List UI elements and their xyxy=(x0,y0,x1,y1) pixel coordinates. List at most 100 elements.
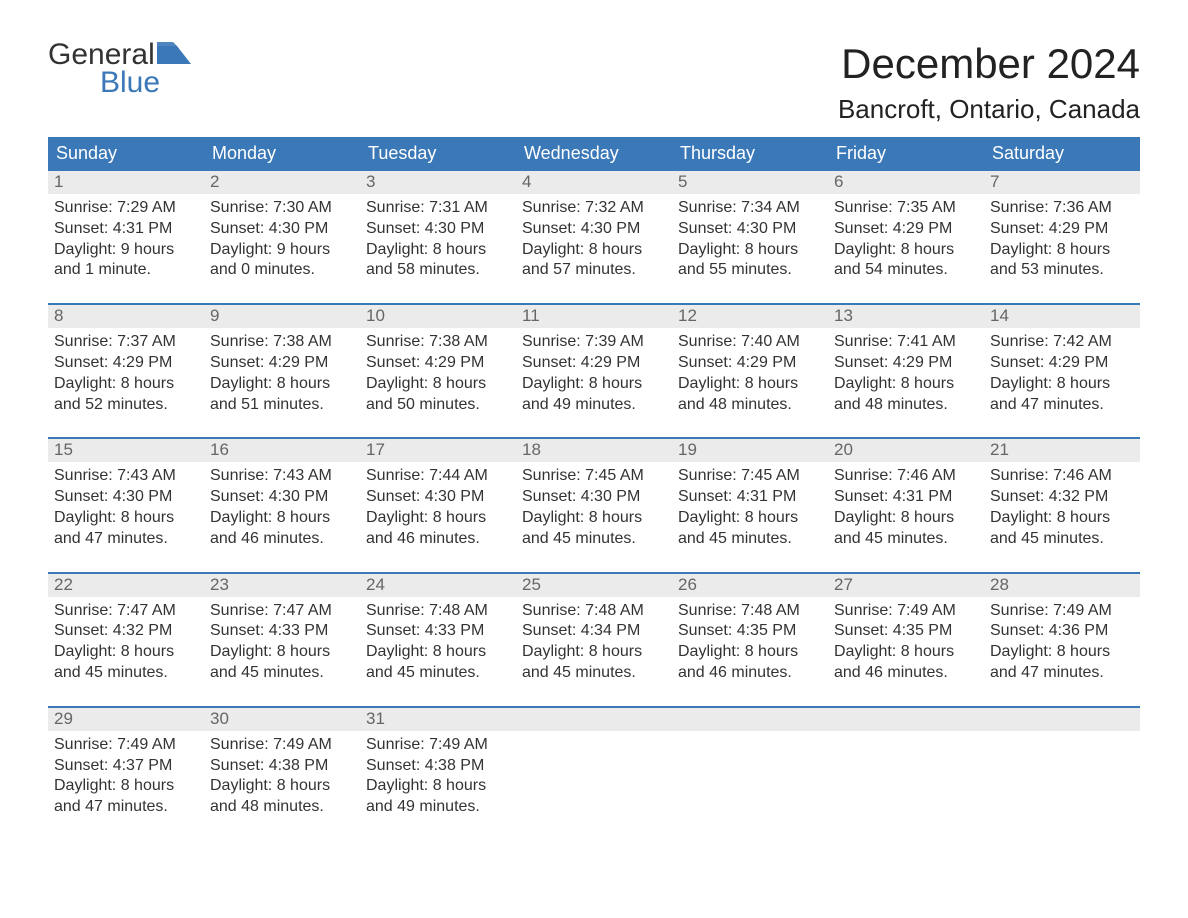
calendar-day: 31Sunrise: 7:49 AMSunset: 4:38 PMDayligh… xyxy=(360,708,516,818)
daylight-line: Daylight: 8 hours and 46 minutes. xyxy=(834,642,978,684)
sunset-line: Sunset: 4:30 PM xyxy=(678,219,822,240)
day-number: 15 xyxy=(48,439,204,462)
sunrise-line: Sunrise: 7:36 AM xyxy=(990,198,1134,219)
day-details: Sunrise: 7:49 AMSunset: 4:38 PMDaylight:… xyxy=(204,731,360,818)
calendar-day: 14Sunrise: 7:42 AMSunset: 4:29 PMDayligh… xyxy=(984,305,1140,415)
calendar-day: 24Sunrise: 7:48 AMSunset: 4:33 PMDayligh… xyxy=(360,574,516,684)
calendar-day: 9Sunrise: 7:38 AMSunset: 4:29 PMDaylight… xyxy=(204,305,360,415)
sunset-line: Sunset: 4:31 PM xyxy=(54,219,198,240)
daylight-line: Daylight: 8 hours and 45 minutes. xyxy=(522,642,666,684)
day-number: 20 xyxy=(828,439,984,462)
day-number: 7 xyxy=(984,171,1140,194)
sunrise-line: Sunrise: 7:47 AM xyxy=(210,601,354,622)
calendar-day: 16Sunrise: 7:43 AMSunset: 4:30 PMDayligh… xyxy=(204,439,360,549)
calendar-day: 28Sunrise: 7:49 AMSunset: 4:36 PMDayligh… xyxy=(984,574,1140,684)
calendar-day-empty xyxy=(516,708,672,818)
day-number: 26 xyxy=(672,574,828,597)
sunset-line: Sunset: 4:31 PM xyxy=(834,487,978,508)
calendar-header-row: SundayMondayTuesdayWednesdayThursdayFrid… xyxy=(48,137,1140,171)
sunrise-line: Sunrise: 7:41 AM xyxy=(834,332,978,353)
daylight-line: Daylight: 8 hours and 50 minutes. xyxy=(366,374,510,416)
sunset-line: Sunset: 4:29 PM xyxy=(54,353,198,374)
daylight-line: Daylight: 8 hours and 53 minutes. xyxy=(990,240,1134,282)
daylight-line: Daylight: 8 hours and 49 minutes. xyxy=(522,374,666,416)
calendar-week: 22Sunrise: 7:47 AMSunset: 4:32 PMDayligh… xyxy=(48,572,1140,684)
day-details: Sunrise: 7:43 AMSunset: 4:30 PMDaylight:… xyxy=(204,462,360,549)
day-number: 2 xyxy=(204,171,360,194)
calendar-header-cell: Friday xyxy=(828,137,984,171)
calendar-day: 4Sunrise: 7:32 AMSunset: 4:30 PMDaylight… xyxy=(516,171,672,281)
calendar-day: 5Sunrise: 7:34 AMSunset: 4:30 PMDaylight… xyxy=(672,171,828,281)
calendar-day-empty xyxy=(672,708,828,818)
day-number xyxy=(672,708,828,731)
day-number xyxy=(828,708,984,731)
sunrise-line: Sunrise: 7:49 AM xyxy=(834,601,978,622)
calendar-day: 22 Sunrise: 7:47 AMSunset: 4:32 PMDayligh… xyxy=(48,574,204,684)
sunrise-line: Sunrise: 7:43 AM xyxy=(210,466,354,487)
day-number: 22 xyxy=(48,574,204,597)
daylight-line: Daylight: 8 hours and 47 minutes. xyxy=(990,642,1134,684)
logo-word-2: Blue xyxy=(48,68,191,98)
sunrise-line: Sunrise: 7:40 AM xyxy=(678,332,822,353)
sunrise-line: Sunrise: 7:39 AM xyxy=(522,332,666,353)
sunset-line: Sunset: 4:32 PM xyxy=(54,621,198,642)
calendar-header-cell: Thursday xyxy=(672,137,828,171)
day-number: 23 xyxy=(204,574,360,597)
calendar-day: 6Sunrise: 7:35 AMSunset: 4:29 PMDaylight… xyxy=(828,171,984,281)
sunrise-line: Sunrise: 7:46 AM xyxy=(834,466,978,487)
sunrise-line: Sunrise: 7:46 AM xyxy=(990,466,1134,487)
daylight-line: Daylight: 8 hours and 45 minutes. xyxy=(990,508,1134,550)
day-details: Sunrise: 7:29 AMSunset: 4:31 PMDaylight:… xyxy=(48,194,204,281)
sunrise-line: Sunrise: 7:42 AM xyxy=(990,332,1134,353)
sunset-line: Sunset: 4:33 PM xyxy=(210,621,354,642)
sunrise-line: Sunrise: 7:47 AM xyxy=(54,601,198,622)
daylight-line: Daylight: 8 hours and 48 minutes. xyxy=(210,776,354,818)
daylight-line: Daylight: 8 hours and 54 minutes. xyxy=(834,240,978,282)
calendar-week: 29Sunrise: 7:49 AMSunset: 4:37 PMDayligh… xyxy=(48,706,1140,818)
day-details: Sunrise: 7:38 AMSunset: 4:29 PMDaylight:… xyxy=(360,328,516,415)
daylight-line: Daylight: 8 hours and 57 minutes. xyxy=(522,240,666,282)
sunrise-line: Sunrise: 7:49 AM xyxy=(54,735,198,756)
day-details: Sunrise: 7:48 AMSunset: 4:33 PMDaylight:… xyxy=(360,597,516,684)
day-number: 18 xyxy=(516,439,672,462)
daylight-line: Daylight: 8 hours and 46 minutes. xyxy=(678,642,822,684)
day-details: Sunrise: 7:48 AMSunset: 4:34 PMDaylight:… xyxy=(516,597,672,684)
sunset-line: Sunset: 4:30 PM xyxy=(210,219,354,240)
day-details: Sunrise: 7:40 AMSunset: 4:29 PMDaylight:… xyxy=(672,328,828,415)
sunset-line: Sunset: 4:30 PM xyxy=(366,219,510,240)
daylight-line: Daylight: 9 hours and 1 minute. xyxy=(54,240,198,282)
daylight-line: Daylight: 8 hours and 48 minutes. xyxy=(678,374,822,416)
daylight-line: Daylight: 8 hours and 55 minutes. xyxy=(678,240,822,282)
day-details: Sunrise: 7:49 AMSunset: 4:35 PMDaylight:… xyxy=(828,597,984,684)
sunset-line: Sunset: 4:30 PM xyxy=(210,487,354,508)
sunset-line: Sunset: 4:30 PM xyxy=(522,219,666,240)
calendar-day: 13Sunrise: 7:41 AMSunset: 4:29 PMDayligh… xyxy=(828,305,984,415)
day-number: 17 xyxy=(360,439,516,462)
calendar-day: 19Sunrise: 7:45 AMSunset: 4:31 PMDayligh… xyxy=(672,439,828,549)
day-number: 16 xyxy=(204,439,360,462)
location: Bancroft, Ontario, Canada xyxy=(838,94,1140,125)
daylight-line: Daylight: 8 hours and 46 minutes. xyxy=(210,508,354,550)
daylight-line: Daylight: 8 hours and 45 minutes. xyxy=(54,642,198,684)
day-number: 8 xyxy=(48,305,204,328)
daylight-line: Daylight: 8 hours and 46 minutes. xyxy=(366,508,510,550)
sunrise-line: Sunrise: 7:49 AM xyxy=(210,735,354,756)
day-details: Sunrise: 7:48 AMSunset: 4:35 PMDaylight:… xyxy=(672,597,828,684)
sunrise-line: Sunrise: 7:48 AM xyxy=(678,601,822,622)
calendar-header-cell: Monday xyxy=(204,137,360,171)
calendar-day: 7 Sunrise: 7:36 AMSunset: 4:29 PMDaylight… xyxy=(984,171,1140,281)
calendar-header-cell: Sunday xyxy=(48,137,204,171)
calendar-week: 1Sunrise: 7:29 AMSunset: 4:31 PMDaylight… xyxy=(48,171,1140,281)
day-number: 5 xyxy=(672,171,828,194)
calendar-week: 8Sunrise: 7:37 AMSunset: 4:29 PMDaylight… xyxy=(48,303,1140,415)
day-number: 31 xyxy=(360,708,516,731)
sunset-line: Sunset: 4:29 PM xyxy=(678,353,822,374)
sunrise-line: Sunrise: 7:38 AM xyxy=(210,332,354,353)
day-number xyxy=(984,708,1140,731)
calendar-week: 15Sunrise: 7:43 AMSunset: 4:30 PMDayligh… xyxy=(48,437,1140,549)
calendar-day: 30Sunrise: 7:49 AMSunset: 4:38 PMDayligh… xyxy=(204,708,360,818)
calendar-day: 8Sunrise: 7:37 AMSunset: 4:29 PMDaylight… xyxy=(48,305,204,415)
day-details: Sunrise: 7:32 AMSunset: 4:30 PMDaylight:… xyxy=(516,194,672,281)
day-details: Sunrise: 7:38 AMSunset: 4:29 PMDaylight:… xyxy=(204,328,360,415)
sunset-line: Sunset: 4:29 PM xyxy=(990,219,1134,240)
